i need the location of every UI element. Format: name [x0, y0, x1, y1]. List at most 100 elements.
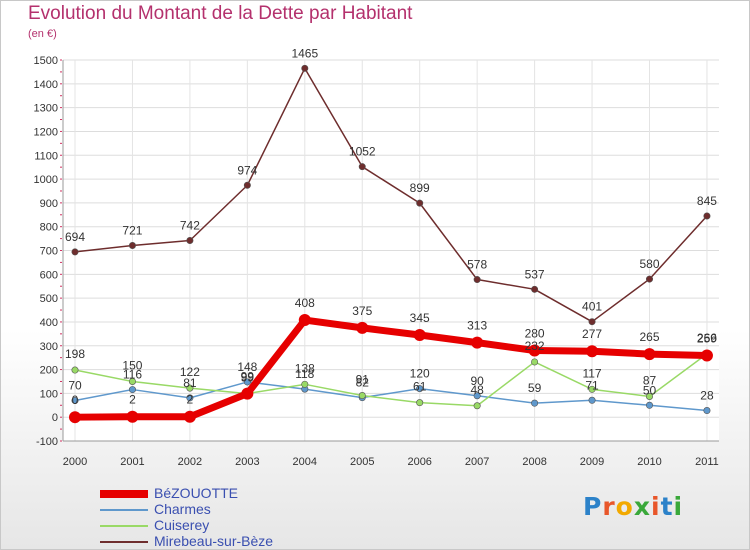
data-point [186, 236, 194, 244]
data-label: 375 [352, 304, 372, 318]
data-label: 87 [643, 373, 657, 387]
data-point [241, 387, 254, 400]
data-point [183, 410, 196, 423]
data-label: 116 [123, 368, 142, 382]
legend-label: Charmes [154, 501, 211, 517]
data-point [416, 199, 424, 207]
data-point [588, 318, 596, 326]
data-label: 91 [356, 373, 370, 387]
data-label: 266 [697, 331, 717, 345]
y-tick-label: 800 [40, 222, 58, 234]
x-tick-label: 2007 [465, 456, 489, 468]
data-label: 122 [180, 365, 200, 379]
data-label: 61 [413, 380, 427, 394]
data-label: 48 [470, 383, 484, 397]
data-point [301, 64, 309, 72]
data-label: 1052 [349, 145, 376, 159]
data-point [471, 336, 484, 349]
series-line-3 [74, 67, 708, 323]
logo-letter: r [602, 492, 616, 521]
data-label: 899 [410, 181, 430, 195]
logo-letter: t [660, 492, 674, 521]
data-point [69, 411, 81, 424]
data-point [588, 396, 596, 404]
data-point [358, 163, 366, 171]
legend-swatch [100, 541, 148, 543]
data-label: 198 [65, 347, 85, 361]
data-label: 280 [525, 327, 545, 341]
data-point [243, 181, 251, 189]
data-point [298, 314, 311, 327]
data-label: 117 [582, 366, 601, 380]
data-label: 265 [639, 330, 659, 344]
data-label: 59 [528, 381, 542, 395]
data-label: 974 [237, 163, 257, 177]
data-label: 0 [72, 393, 79, 407]
data-label: 537 [525, 267, 545, 281]
x-tick-label: 2002 [178, 456, 202, 468]
y-tick-label: 1200 [34, 126, 58, 138]
data-point [643, 348, 656, 361]
data-label: 82 [356, 376, 370, 390]
data-point [126, 410, 139, 423]
data-point [301, 380, 309, 388]
data-point [71, 248, 79, 256]
logo-letter: P [583, 492, 603, 521]
data-point [416, 385, 424, 393]
legend-label: BéZOUOTTE [154, 485, 239, 501]
data-point [71, 397, 79, 405]
data-point [128, 386, 136, 394]
x-tick-label: 2009 [580, 456, 604, 468]
series-line-2 [74, 353, 708, 407]
legend-swatch [100, 525, 148, 527]
series-line-0 [71, 316, 711, 421]
data-point [645, 401, 653, 409]
x-tick-label: 2008 [522, 456, 546, 468]
data-label: 2 [129, 393, 136, 407]
proxiti-logo: Proxiti [583, 492, 683, 521]
data-label: 578 [467, 258, 487, 272]
data-point [473, 392, 481, 400]
data-point [588, 385, 596, 393]
logo-letter: o [615, 492, 634, 521]
data-point [586, 345, 599, 358]
x-tick-label: 2001 [120, 456, 144, 468]
data-point [128, 377, 136, 385]
y-tick-label: 500 [40, 293, 58, 305]
data-label: 721 [122, 223, 142, 237]
chart-title: Evolution du Montant de la Dette par Hab… [28, 3, 413, 24]
data-label: 71 [585, 378, 599, 392]
data-point [356, 321, 369, 334]
data-label: 408 [295, 296, 315, 310]
data-label: 259 [697, 332, 717, 346]
data-point [473, 402, 481, 410]
legend-swatch [100, 490, 148, 498]
x-tick-label: 2004 [293, 456, 317, 468]
data-label: 138 [295, 361, 315, 375]
x-tick-label: 2000 [63, 456, 87, 468]
y-tick-label: 700 [40, 246, 58, 258]
data-point [71, 366, 79, 374]
data-label: 120 [410, 367, 430, 381]
y-tick-label: 100 [40, 388, 58, 400]
data-label: 90 [470, 374, 484, 388]
data-label: 150 [122, 358, 142, 372]
data-label: 28 [700, 389, 714, 403]
data-point [703, 407, 711, 415]
data-point [703, 212, 711, 220]
data-label: 99 [241, 371, 255, 385]
data-point [416, 399, 424, 407]
data-label: 694 [65, 230, 85, 244]
data-point [528, 344, 541, 357]
data-point [645, 392, 653, 400]
data-point [531, 285, 539, 293]
y-tick-label: 1300 [34, 103, 58, 115]
data-label: 845 [697, 194, 717, 208]
y-tick-label: -100 [36, 436, 58, 448]
data-point [128, 241, 136, 249]
data-label: 345 [410, 311, 430, 325]
y-tick-label: 1400 [34, 79, 58, 91]
x-tick-label: 2006 [407, 456, 431, 468]
legend-label: Cuiserey [154, 517, 210, 533]
